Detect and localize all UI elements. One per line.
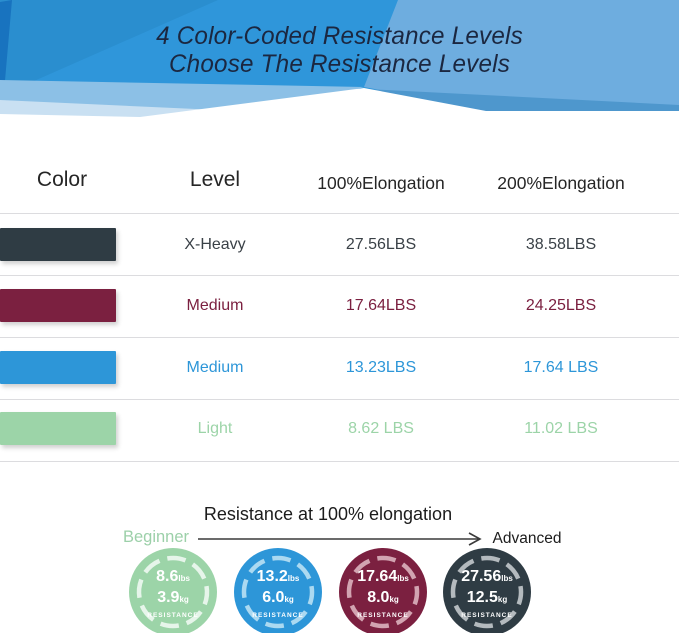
column-header-color: Color	[36, 168, 88, 191]
band-swatch-xheavy	[0, 228, 116, 261]
page-title: 4 Color-Coded Resistance Levels Choose T…	[10, 22, 669, 78]
badge-kg-unit: kg	[389, 595, 399, 604]
row-divider	[0, 461, 679, 462]
badge-kg-value: 12.5	[466, 589, 498, 606]
badge-resistance-label: RESISTANCE	[147, 612, 199, 619]
advanced-label: Advanced	[492, 530, 562, 547]
row-divider	[0, 399, 679, 400]
row-divider	[0, 213, 679, 214]
badge-kg-unit: kg	[497, 595, 508, 604]
badge-circle-icon	[443, 548, 531, 633]
column-header-100-elongation: 100%Elongation	[317, 173, 445, 193]
badge-lbs-value: 8.6	[156, 568, 179, 585]
arrow-head-icon	[468, 532, 482, 546]
badge-kg-value: 3.9	[157, 589, 180, 606]
resistance-badge-light: 8.6lbs 3.9kg RESISTANCE	[128, 547, 218, 633]
beginner-to-advanced-arrow	[198, 532, 482, 546]
band-swatch-heavy	[0, 289, 116, 322]
badge-kg-value: 8.0	[367, 589, 390, 606]
header-corner-shape	[0, 0, 218, 96]
level-cell: Medium	[186, 359, 244, 376]
level-cell: Medium	[186, 297, 244, 314]
level-cell: X-Heavy	[184, 236, 246, 253]
page-title-line1: 4 Color-Coded Resistance Levels	[156, 22, 523, 50]
badge-lbs-value: 13.2	[256, 568, 288, 585]
badge-lbs-unit: lbs	[397, 574, 409, 583]
badge-kg-value: 6.0	[262, 589, 285, 606]
level-cell: Light	[197, 420, 233, 437]
badge-resistance-label: RESISTANCE	[357, 612, 409, 619]
elongation-100-cell: 17.64LBS	[345, 297, 417, 314]
header-banner-background	[0, 0, 679, 118]
column-header-200-elongation: 200%Elongation	[497, 173, 625, 193]
elongation-200-cell: 24.25LBS	[525, 297, 597, 314]
scale-title: Resistance at 100% elongation	[203, 504, 453, 524]
row-divider	[0, 337, 679, 338]
badge-lbs-value: 27.56	[461, 568, 502, 585]
badge-lbs-unit: lbs	[178, 574, 190, 583]
beginner-label: Beginner	[122, 528, 190, 546]
column-header-level: Level	[189, 168, 241, 191]
elongation-200-cell: 11.02 LBS	[524, 420, 598, 437]
row-divider	[0, 275, 679, 276]
header-left-edge-shape	[0, 0, 12, 96]
page-title-line2: Choose The Resistance Levels	[168, 50, 511, 78]
badge-resistance-label: RESISTANCE	[461, 612, 513, 619]
badge-circle-icon	[129, 548, 217, 633]
header-white-wedge	[0, 88, 679, 118]
badge-kg-unit: kg	[179, 595, 189, 604]
elongation-200-cell: 38.58LBS	[525, 236, 597, 253]
resistance-badge-xheavy: 27.56lbs 12.5kg RESISTANCE	[442, 547, 532, 633]
resistance-badge-heavy: 17.64lbs 8.0kg RESISTANCE	[338, 547, 428, 633]
band-swatch-light	[0, 412, 116, 445]
badge-kg-unit: kg	[284, 595, 294, 604]
header-bottom-edge-shape	[366, 89, 679, 112]
badge-lbs-unit: lbs	[287, 574, 300, 583]
header-right-shape	[364, 0, 679, 110]
elongation-100-cell: 27.56LBS	[345, 236, 417, 253]
badge-lbs-value: 17.64	[357, 568, 398, 585]
badge-circle-icon	[234, 548, 322, 633]
band-swatch-medium	[0, 351, 116, 384]
elongation-100-cell: 8.62 LBS	[348, 420, 414, 437]
elongation-100-cell: 13.23LBS	[345, 359, 417, 376]
badge-lbs-unit: lbs	[501, 574, 513, 583]
resistance-badge-medium: 13.2lbs 6.0kg RESISTANCE	[233, 547, 323, 633]
badge-circle-icon	[339, 548, 427, 633]
elongation-200-cell: 17.64 LBS	[523, 359, 599, 376]
badge-resistance-label: RESISTANCE	[252, 612, 304, 619]
